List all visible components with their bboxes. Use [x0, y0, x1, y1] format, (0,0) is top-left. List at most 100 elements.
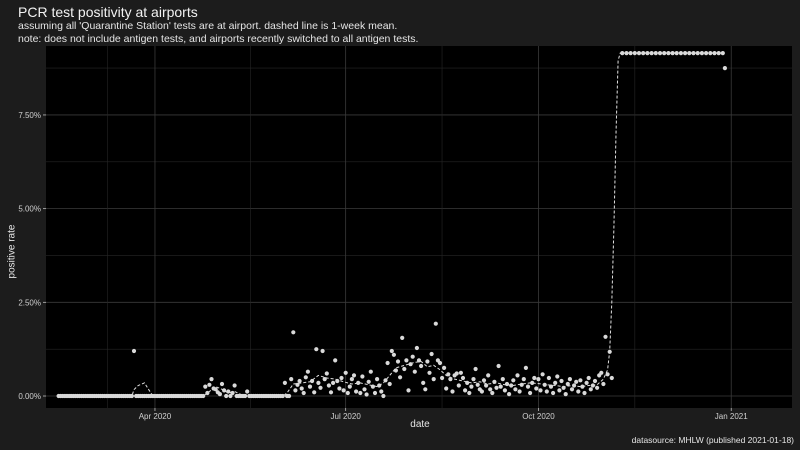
- data-point: [400, 335, 405, 340]
- data-point: [295, 382, 300, 387]
- data-point: [228, 393, 233, 399]
- data-point: [534, 386, 539, 391]
- data-point: [525, 384, 531, 389]
- data-point: [551, 390, 556, 396]
- data-point: [511, 378, 516, 383]
- data-point: [370, 384, 375, 389]
- data-point: [326, 383, 331, 388]
- data-point: [375, 377, 380, 382]
- data-point: [358, 390, 363, 396]
- data-point: [427, 370, 432, 375]
- data-point: [379, 389, 384, 394]
- data-point: [320, 348, 325, 354]
- data-point: [318, 385, 323, 390]
- data-point: [356, 380, 361, 385]
- data-point: [429, 351, 434, 357]
- data-point: [569, 387, 575, 392]
- data-point: [576, 389, 581, 394]
- x-axis: Apr 2020 Jul 2020 Oct 2020 Jan 2021: [139, 408, 748, 421]
- data-point: [494, 385, 499, 390]
- x-tick-label: Jul 2020: [331, 412, 362, 421]
- data-point: [406, 388, 411, 393]
- data-point: [557, 388, 562, 393]
- data-point: [341, 388, 346, 393]
- data-point: [362, 387, 367, 392]
- data-point: [419, 363, 424, 369]
- data-point: [222, 388, 227, 393]
- data-point: [324, 371, 329, 376]
- data-point: [670, 51, 675, 56]
- data-point: [607, 349, 612, 354]
- data-point: [496, 363, 501, 369]
- data-point: [683, 51, 688, 56]
- data-point: [366, 379, 371, 384]
- data-point: [307, 384, 313, 389]
- data-point: [383, 378, 388, 383]
- data-point: [695, 51, 700, 56]
- data-point: [504, 381, 510, 387]
- data-point: [572, 383, 577, 388]
- data-point: [446, 372, 451, 377]
- chart-title: PCR test positivity at airports: [18, 4, 198, 20]
- data-point: [712, 51, 717, 56]
- data-point: [364, 392, 369, 397]
- y-tick-label: 5.00%: [18, 205, 41, 214]
- data-point: [408, 362, 413, 367]
- data-point: [720, 51, 725, 56]
- data-point: [387, 381, 392, 387]
- data-point: [217, 392, 222, 397]
- data-point: [423, 387, 428, 392]
- data-point: [440, 375, 445, 381]
- data-point: [226, 389, 231, 394]
- data-point: [303, 375, 308, 380]
- data-point: [628, 51, 633, 56]
- data-point: [484, 383, 489, 388]
- data-point: [636, 51, 642, 56]
- data-point: [335, 378, 340, 384]
- x-tick-label: Apr 2020: [139, 412, 172, 421]
- data-point: [347, 384, 352, 389]
- data-point: [293, 388, 298, 393]
- data-point: [213, 387, 218, 392]
- data-point: [224, 393, 229, 399]
- chart-subtitle: assuming all 'Quarantine Station' tests …: [18, 20, 418, 45]
- data-point: [421, 380, 426, 385]
- data-point: [442, 365, 447, 370]
- data-point: [312, 390, 317, 395]
- data-point: [230, 390, 235, 396]
- data-point: [280, 393, 285, 399]
- data-point: [590, 383, 596, 388]
- data-point: [209, 377, 214, 382]
- data-point: [458, 370, 463, 375]
- data-point: [488, 387, 493, 392]
- data-point: [391, 352, 396, 357]
- data-point: [475, 382, 480, 387]
- data-point: [687, 51, 692, 56]
- data-point: [301, 390, 306, 396]
- data-point: [530, 380, 535, 385]
- data-point: [381, 393, 386, 399]
- data-point: [563, 392, 568, 397]
- data-point: [433, 321, 438, 326]
- data-point: [314, 347, 319, 352]
- data-point: [519, 382, 524, 387]
- data-point: [465, 380, 470, 385]
- data-point: [603, 334, 608, 339]
- data-point: [287, 393, 292, 399]
- data-point: [473, 366, 478, 372]
- x-axis-title: date: [410, 419, 430, 430]
- data-point: [507, 392, 512, 397]
- data-point: [498, 384, 503, 389]
- data-point: [310, 378, 315, 384]
- data-point: [536, 377, 541, 382]
- data-point: [444, 386, 449, 391]
- data-point: [666, 51, 671, 56]
- data-point: [377, 383, 382, 388]
- data-point: [351, 373, 357, 378]
- data-point: [490, 390, 495, 396]
- y-tick-label: 7.50%: [18, 111, 41, 120]
- data-point: [657, 51, 663, 56]
- data-point: [437, 360, 443, 366]
- data-point: [586, 375, 591, 381]
- data-point: [691, 51, 696, 56]
